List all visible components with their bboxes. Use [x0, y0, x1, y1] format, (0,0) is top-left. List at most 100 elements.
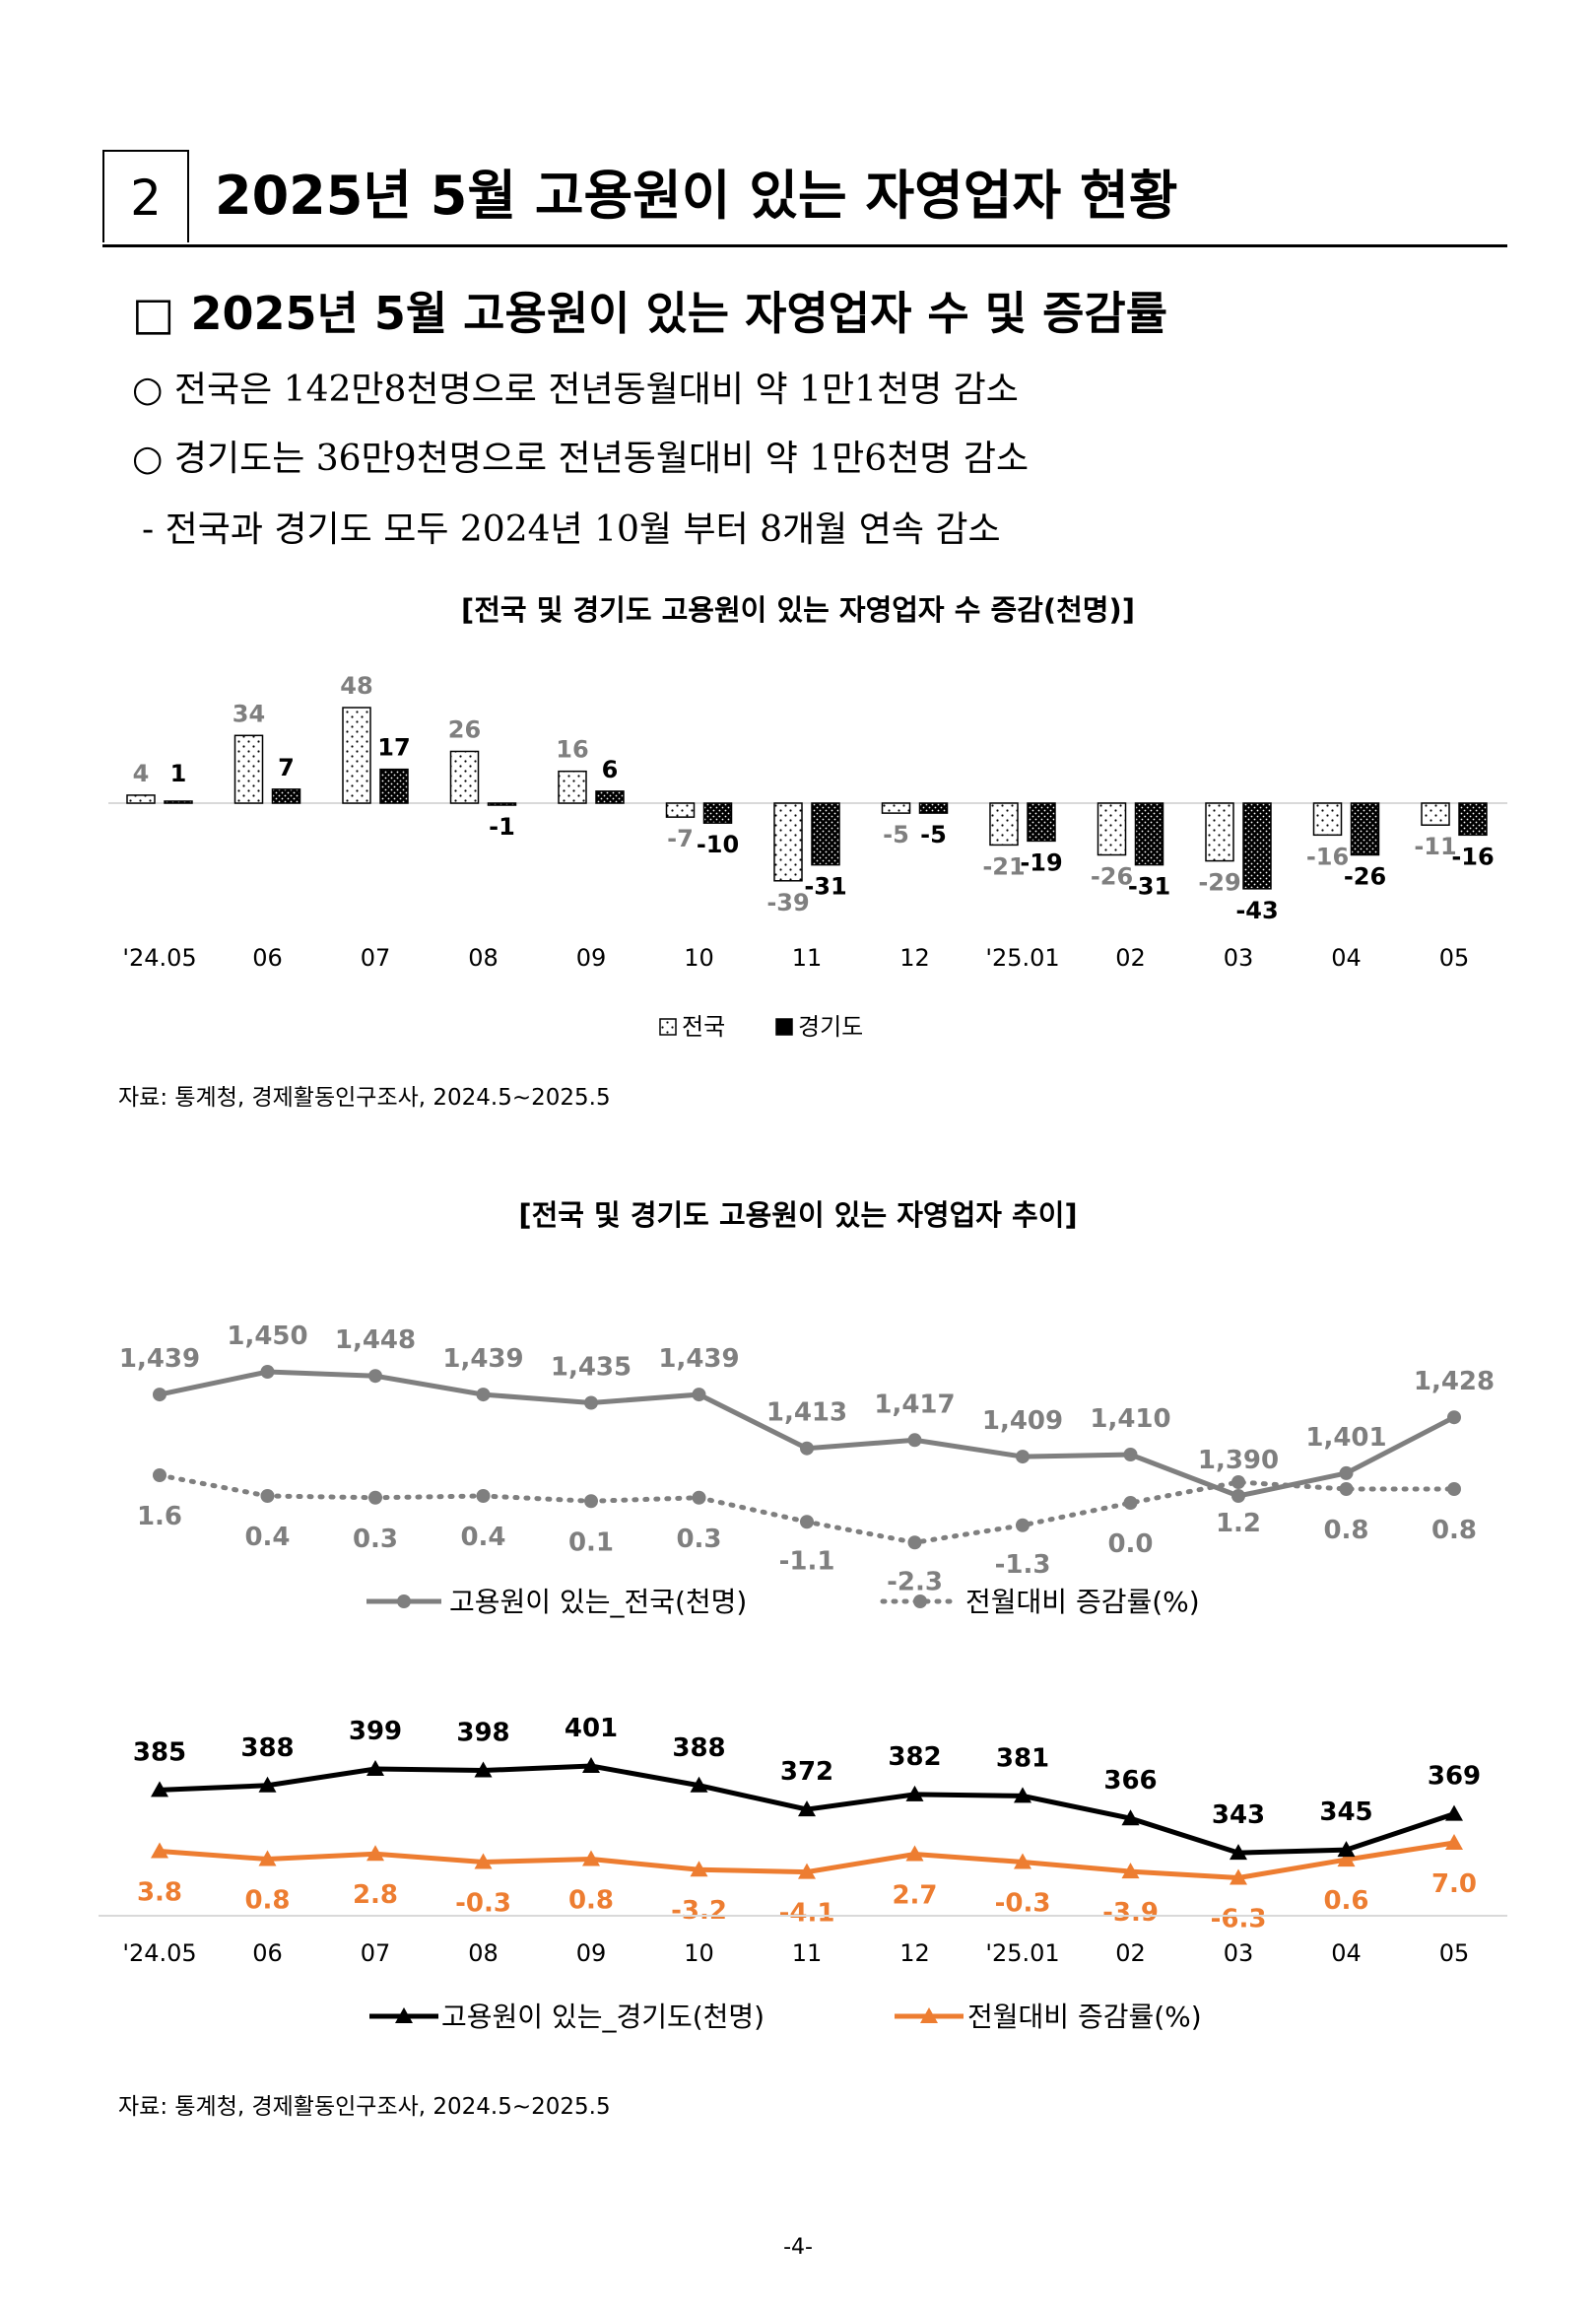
label-national-rate: -1.3	[995, 1550, 1051, 1580]
x-tick-label: 08	[468, 944, 499, 972]
bar-gyeonggi	[271, 788, 301, 804]
point-gyeonggi-rate	[798, 1863, 816, 1879]
bar-label-national: 4	[133, 760, 150, 787]
point-national-rate	[1123, 1496, 1138, 1510]
label-gyeonggi-count: 345	[1319, 1797, 1372, 1827]
label-national-rate: 1.2	[1216, 1509, 1261, 1538]
bar-national	[233, 734, 264, 804]
label-national-rate: -2.3	[887, 1567, 943, 1596]
section-title: 2025년 5월 고용원이 있는 자영업자 현황	[215, 165, 1178, 227]
label-gyeonggi-count: 399	[349, 1717, 402, 1746]
label-national-rate: 0.0	[1107, 1529, 1153, 1559]
legend-marker-gyeonggi-rate	[920, 2007, 938, 2023]
point-gyeonggi-rate	[582, 1850, 600, 1866]
bar-label-gyeonggi: -5	[920, 821, 947, 848]
point-gyeonggi-count	[1014, 1787, 1031, 1803]
bar-gyeonggi	[811, 802, 840, 866]
x-tick-label: 07	[361, 1939, 391, 1967]
bar-label-national: 26	[448, 715, 481, 743]
section-header: 2 2025년 5월 고용원이 있는 자영업자 현황	[102, 150, 1507, 247]
label-national-rate: 0.4	[460, 1523, 505, 1552]
point-gyeonggi-rate	[151, 1842, 168, 1859]
point-national-rate	[1447, 1482, 1461, 1496]
label-national-count: 1,450	[227, 1322, 307, 1351]
label-gyeonggi-count: 369	[1428, 1762, 1481, 1792]
label-gyeonggi-rate: 0.6	[1323, 1886, 1368, 1916]
bar-label-national: -5	[883, 821, 909, 848]
bar-label-national: -11	[1414, 833, 1456, 860]
point-national-count	[1016, 1450, 1030, 1464]
x-tick-label: 06	[252, 1939, 283, 1967]
label-national-rate: 0.1	[568, 1527, 614, 1557]
label-gyeonggi-rate: 0.8	[568, 1886, 614, 1916]
x-tick-label: 03	[1224, 944, 1254, 972]
label-gyeonggi-rate: 2.7	[892, 1880, 937, 1910]
point-gyeonggi-count	[1445, 1804, 1463, 1821]
point-gyeonggi-rate	[1121, 1863, 1140, 1879]
point-gyeonggi-rate	[690, 1861, 708, 1877]
bar-gyeonggi	[1350, 802, 1380, 856]
bar-label-national: -26	[1091, 863, 1133, 891]
legend-label-gyeonggi-count: 고용원이 있는_경기도(천명)	[441, 2001, 765, 2033]
label-national-count: 1,409	[982, 1406, 1063, 1436]
point-gyeonggi-rate	[1445, 1834, 1463, 1850]
bar-national	[449, 750, 480, 804]
point-national-count	[1447, 1410, 1461, 1425]
bar-national	[773, 802, 803, 882]
line-national-count	[159, 1369, 1456, 1499]
bar-gyeonggi	[164, 800, 193, 804]
x-tick-label: 02	[1115, 1939, 1146, 1967]
label-gyeonggi-rate: 2.8	[353, 1880, 398, 1910]
legend-label-national-count: 고용원이 있는_전국(천명)	[449, 1586, 747, 1618]
bar-national	[989, 802, 1019, 847]
label-national-rate: 0.8	[1431, 1516, 1477, 1545]
x-tick-label: 12	[899, 1939, 930, 1967]
x-tick-label: '24.05	[122, 944, 196, 972]
legend-marker-rate	[913, 1594, 927, 1608]
label-gyeonggi-count: 388	[672, 1733, 725, 1763]
bar-national	[126, 794, 156, 804]
point-gyeonggi-count	[798, 1800, 816, 1817]
label-national-count: 1,401	[1305, 1423, 1386, 1453]
point-national-rate	[907, 1535, 922, 1550]
label-national-rate: 0.3	[676, 1525, 721, 1554]
label-national-rate: 0.3	[353, 1525, 398, 1554]
x-tick-label: 04	[1331, 1939, 1362, 1967]
bar-gyeonggi	[1458, 802, 1488, 837]
bar-label-national: 48	[340, 672, 372, 700]
legend-label-gyeonggi-rate: 전월대비 증감률(%)	[967, 2001, 1202, 2033]
point-gyeonggi-count	[366, 1760, 384, 1777]
point-national-rate	[153, 1468, 166, 1482]
x-tick-label: 07	[361, 944, 391, 972]
label-national-count: 1,439	[442, 1344, 523, 1374]
bar-label-national: -39	[766, 889, 809, 916]
bar-gyeonggi	[1242, 802, 1272, 890]
line-chart-national: 1,439 1,450 1,448 1,439 1,435 1,439 1,413 1,417…	[119, 1322, 1495, 1618]
bullet-consecutive-decline: - 전국과 경기도 모두 2024년 10월 부터 8개월 연속 감소	[142, 509, 1001, 550]
point-gyeonggi-count	[690, 1776, 708, 1793]
label-gyeonggi-rate: -6.3	[1211, 1905, 1267, 1934]
label-gyeonggi-rate: -0.3	[455, 1888, 511, 1918]
label-national-rate: 0.8	[1323, 1516, 1368, 1545]
point-national-count	[584, 1395, 598, 1410]
x-tick-label: 10	[684, 944, 714, 972]
bar-label-national: 16	[556, 736, 588, 764]
point-gyeonggi-count	[151, 1781, 168, 1797]
point-gyeonggi-count	[905, 1785, 924, 1801]
bar-label-gyeonggi: -10	[697, 831, 739, 858]
legend-label-national-rate: 전월대비 증감률(%)	[965, 1586, 1200, 1618]
point-national-rate	[1339, 1482, 1354, 1496]
x-tick-label: 08	[468, 1939, 499, 1967]
label-gyeonggi-count: 381	[996, 1743, 1049, 1773]
bullet-national: ○ 전국은 142만8천명으로 전년동월대비 약 1만1천명 감소	[132, 370, 1019, 410]
point-gyeonggi-count	[258, 1776, 277, 1793]
label-gyeonggi-rate: 0.8	[244, 1886, 290, 1916]
label-national-rate: -1.1	[779, 1546, 835, 1576]
label-gyeonggi-rate: -3.2	[671, 1896, 727, 1926]
point-national-count	[800, 1441, 814, 1456]
x-tick-label: 04	[1331, 944, 1362, 972]
legend-marker-national	[397, 1594, 411, 1608]
point-gyeonggi-rate	[1337, 1851, 1356, 1867]
point-gyeonggi-rate	[905, 1845, 924, 1862]
bar-label-national: -21	[982, 852, 1025, 880]
